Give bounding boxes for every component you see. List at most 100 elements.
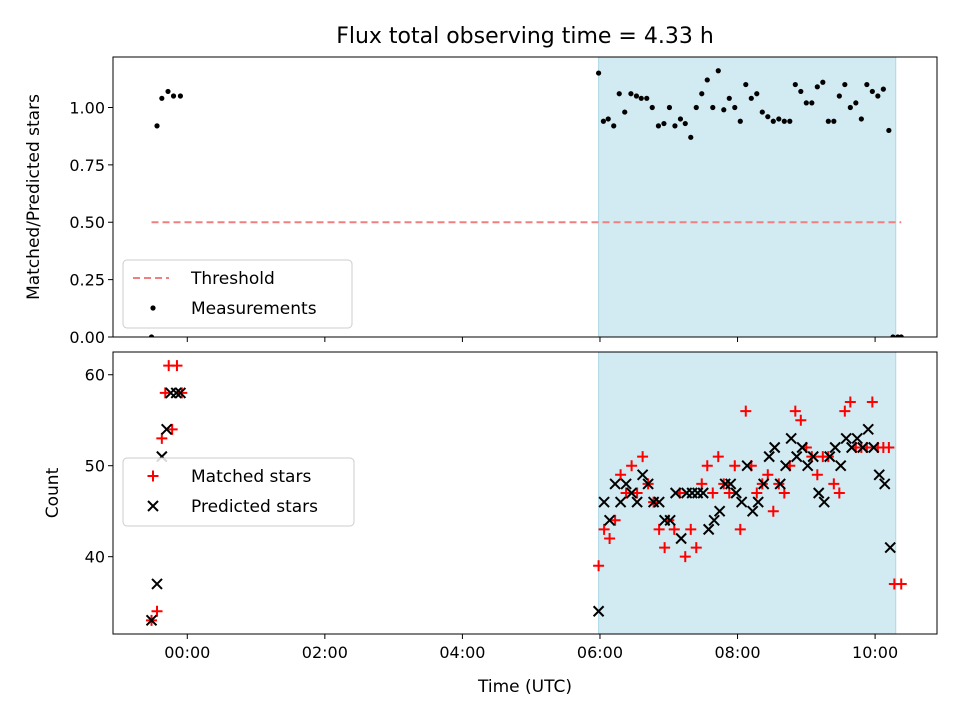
data-point <box>666 104 673 111</box>
data-point <box>616 91 622 97</box>
data-point <box>682 120 688 127</box>
data-marker <box>160 423 173 436</box>
data-point <box>672 123 678 129</box>
data-point <box>165 88 171 95</box>
data-marker <box>156 432 168 444</box>
data-marker <box>834 460 847 472</box>
data-marker <box>833 487 845 499</box>
x-tick-label: 00:00 <box>164 643 210 662</box>
data-marker <box>795 414 807 426</box>
data-marker <box>851 432 863 445</box>
data-point <box>715 68 721 74</box>
data-marker <box>796 441 808 454</box>
data-point <box>693 104 699 111</box>
data-marker <box>664 514 676 526</box>
ratio-panel: 0.00 0.25 0.50 0.75 1.00 Matched/Predicted st… <box>24 56 938 347</box>
data-point <box>595 70 602 76</box>
data-marker <box>811 469 823 481</box>
axes-frame <box>112 56 938 338</box>
data-point <box>858 116 864 122</box>
data-marker <box>829 441 841 454</box>
data-point <box>898 334 904 337</box>
data-marker <box>659 542 671 554</box>
legend-swatch-marker <box>150 305 156 311</box>
data-marker <box>708 514 720 526</box>
data-marker <box>620 478 632 490</box>
count-panel: 40 50 60 00:00 02:00 04:00 06:00 08:00 10:00 Coun… <box>43 351 938 662</box>
data-marker <box>620 487 632 499</box>
data-marker <box>151 605 163 617</box>
data-point <box>704 77 710 83</box>
data-point <box>655 123 662 129</box>
data-marker <box>593 560 605 572</box>
data-marker <box>768 441 781 454</box>
x-tick-label: 04:00 <box>439 643 485 662</box>
data-marker <box>631 496 643 508</box>
data-marker <box>785 432 797 445</box>
data-point <box>699 91 705 97</box>
data-point <box>847 104 853 111</box>
data-marker <box>846 441 858 454</box>
legend-label: Threshold <box>190 269 275 289</box>
data-point <box>148 334 155 337</box>
data-point <box>754 91 760 97</box>
legend-swatch-marker <box>147 500 159 512</box>
legend-swatch-marker <box>147 470 159 482</box>
data-marker <box>807 450 819 463</box>
data-point <box>661 120 667 127</box>
data-marker <box>751 487 763 499</box>
data-point <box>737 118 743 124</box>
data-point <box>649 104 655 111</box>
y-tick-label: 1.00 <box>69 98 105 117</box>
legend-box <box>122 457 355 527</box>
y-tick-label: 0.25 <box>69 271 105 290</box>
data-marker <box>685 523 697 535</box>
data-marker <box>883 442 895 454</box>
data-marker <box>598 523 610 535</box>
y-tick-label: 0.75 <box>69 156 105 175</box>
y-tick-label: 50 <box>85 457 105 476</box>
data-marker <box>734 523 746 535</box>
data-marker <box>636 469 649 481</box>
data-marker <box>669 487 682 499</box>
data-point <box>154 123 160 129</box>
data-point <box>628 91 634 97</box>
y-axis-label: Count <box>43 467 63 518</box>
data-marker <box>712 451 724 463</box>
data-marker <box>818 496 830 508</box>
data-point <box>842 81 848 88</box>
data-marker <box>741 460 753 472</box>
legend-label: Matched stars <box>191 467 311 487</box>
data-marker <box>757 478 770 490</box>
data-marker <box>707 487 719 499</box>
legend-label: Predicted stars <box>191 497 318 517</box>
data-marker <box>679 551 691 563</box>
data-marker <box>592 605 605 617</box>
data-marker <box>690 542 702 554</box>
data-point <box>792 81 798 88</box>
data-point <box>836 93 842 99</box>
data-point <box>825 118 831 124</box>
data-point <box>688 134 694 140</box>
data-point <box>814 84 820 90</box>
x-axis-label: Time (UTC) <box>477 677 572 697</box>
data-marker <box>873 469 885 481</box>
data-point <box>781 118 787 124</box>
x-tick-label: 08:00 <box>714 643 760 662</box>
legend: Threshold Measurements <box>122 259 353 329</box>
data-marker <box>823 450 836 463</box>
data-marker <box>653 523 665 535</box>
data-point <box>831 118 837 124</box>
data-marker <box>828 478 840 490</box>
data-point <box>159 95 165 101</box>
data-point <box>803 100 809 106</box>
axes-frame <box>112 351 938 635</box>
data-point <box>743 81 749 88</box>
data-marker <box>735 496 748 508</box>
data-marker <box>789 405 801 417</box>
series-predicted-stars <box>145 387 896 627</box>
x-tick-label: 10:00 <box>852 643 898 662</box>
data-marker <box>746 505 759 517</box>
data-point <box>880 86 886 92</box>
x-tick-label: 02:00 <box>302 643 348 662</box>
